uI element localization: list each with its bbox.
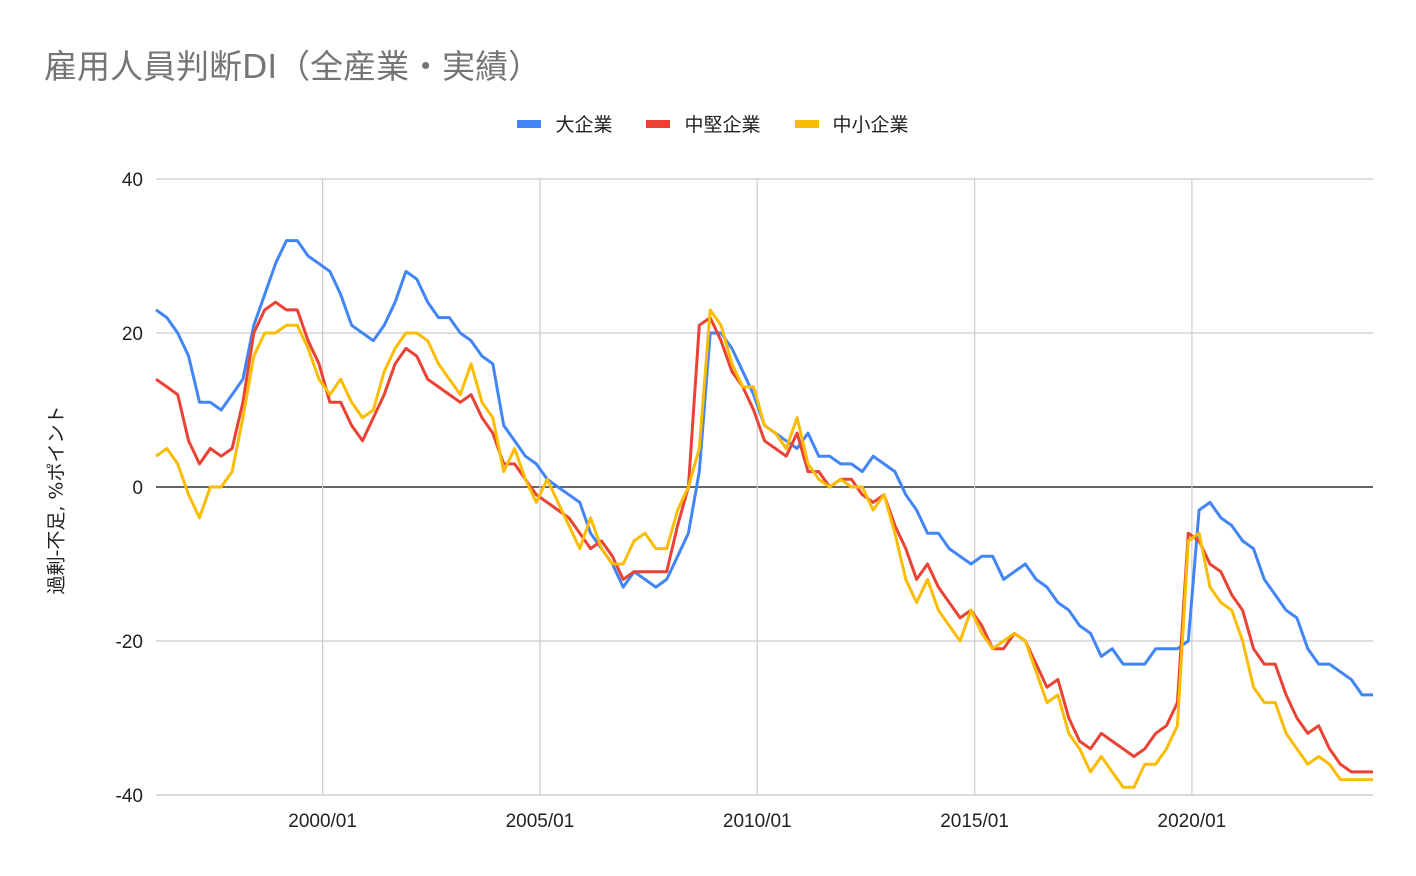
chart-legend: 大企業 中堅企業 中小企業 — [0, 110, 1416, 137]
y-tick-label: 40 — [122, 170, 143, 191]
y-tick-label: 20 — [122, 324, 143, 345]
x-tick-label: 2015/01 — [940, 811, 1009, 832]
legend-item-large[interactable]: 大企業 — [517, 110, 612, 137]
x-tick-label: 2000/01 — [288, 811, 357, 832]
x-tick-label: 2020/01 — [1158, 811, 1227, 832]
y-tick-label: -40 — [116, 786, 143, 807]
legend-label: 中堅企業 — [684, 114, 761, 136]
chart-title: 雇用人員判断DI（全産業・実績） — [44, 47, 542, 86]
x-tick-label: 2005/01 — [506, 811, 575, 832]
legend-label: 大企業 — [555, 114, 613, 136]
x-axis-ticks: 2000/01 2005/01 2010/01 2015/01 2020/01 — [288, 811, 1226, 832]
y-tick-label: -20 — [116, 632, 143, 653]
legend-swatch-blue-icon — [517, 119, 542, 128]
legend-item-medium[interactable]: 中堅企業 — [646, 110, 761, 137]
y-tick-label: 0 — [132, 478, 143, 499]
legend-label: 中小企業 — [832, 114, 909, 136]
legend-item-small[interactable]: 中小企業 — [794, 110, 909, 137]
series-line-1[interactable] — [155, 300, 1373, 774]
gridlines — [156, 178, 1373, 796]
legend-swatch-red-icon — [646, 119, 671, 128]
series-line-0[interactable] — [155, 239, 1373, 697]
series-line-2[interactable] — [155, 308, 1373, 789]
series-lines — [155, 239, 1373, 789]
x-tick-label: 2010/01 — [723, 811, 792, 832]
legend-swatch-yellow-icon — [794, 119, 819, 128]
y-axis-ticks: 40 20 0 -20 -40 — [116, 170, 143, 807]
